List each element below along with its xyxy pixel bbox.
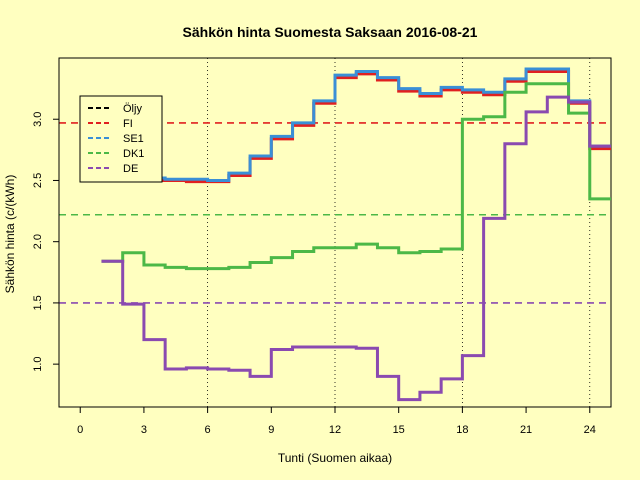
series-line-fi <box>101 69 611 184</box>
legend-label-dk1: DK1 <box>123 148 144 160</box>
x-tick-label-15: 15 <box>393 424 405 436</box>
y-axis: 1.0 1.5 2.0 2.5 3.0 <box>32 112 60 372</box>
series-line-de <box>101 95 611 402</box>
x-tick-label-6: 6 <box>205 424 211 436</box>
legend-label-se1: SE1 <box>123 133 144 145</box>
x-tick-label-3: 3 <box>141 424 147 436</box>
series-line-se1 <box>101 67 611 182</box>
y-tick-label-4: 3.0 <box>32 112 44 127</box>
legend-label-de: DE <box>123 163 138 175</box>
x-axis-label: Tunti (Suomen aikaa) <box>278 451 392 465</box>
x-tick-label-9: 9 <box>268 424 274 436</box>
reference-hlines <box>59 122 611 304</box>
x-tick-label-24: 24 <box>584 424 596 436</box>
series-lines <box>101 67 611 402</box>
x-tick-label-18: 18 <box>456 424 468 436</box>
y-tick-label-3: 2.5 <box>32 173 44 188</box>
series-line-dk1 <box>101 82 611 271</box>
x-tick-label-12: 12 <box>329 424 341 436</box>
legend-label-fi: FI <box>123 118 133 130</box>
legend-label-öljy: Öljy <box>123 103 142 115</box>
y-axis-label: Sähkön hinta (c/(kWh) <box>3 175 17 294</box>
x-axis: 0 3 6 9 12 15 18 21 24 <box>77 406 596 436</box>
legend-box <box>79 95 163 183</box>
x-tick-label-21: 21 <box>520 424 532 436</box>
x-tick-label-0: 0 <box>77 424 83 436</box>
y-tick-label-2: 2.0 <box>32 234 44 249</box>
y-tick-label-0: 1.0 <box>32 356 44 371</box>
legend: Öljy FI SE1 DK1 DE <box>79 95 163 183</box>
reference-vlines <box>207 58 591 407</box>
y-tick-label-1: 1.5 <box>32 295 44 310</box>
chart-title: Sähkön hinta Suomesta Saksaan 2016-08-21 <box>183 24 478 40</box>
